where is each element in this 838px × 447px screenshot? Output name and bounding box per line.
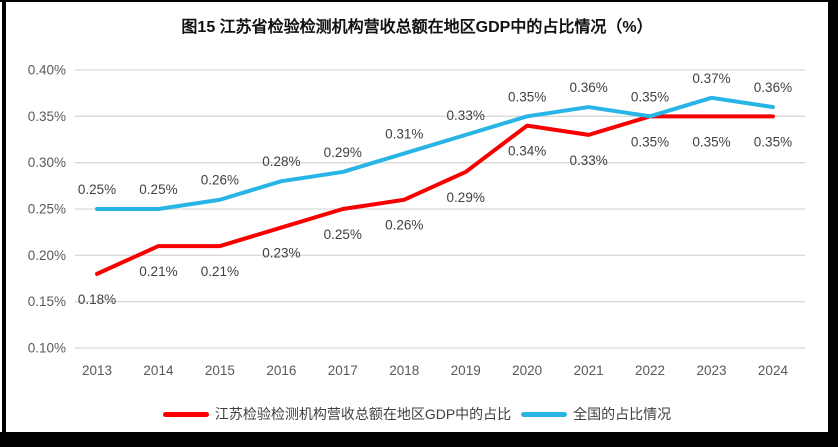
data-label-jiangsu: 0.21% bbox=[201, 264, 239, 279]
data-label-jiangsu: 0.21% bbox=[139, 264, 177, 279]
data-label-national: 0.36% bbox=[754, 80, 792, 95]
x-tick-label: 2022 bbox=[635, 363, 665, 378]
data-label-national: 0.25% bbox=[78, 182, 116, 197]
data-label-national: 0.33% bbox=[447, 108, 485, 123]
x-tick-label: 2016 bbox=[266, 363, 296, 378]
x-tick-label: 2015 bbox=[205, 363, 235, 378]
data-label-jiangsu: 0.35% bbox=[631, 134, 669, 149]
y-tick-label: 0.15% bbox=[28, 294, 66, 309]
y-tick-label: 0.40% bbox=[28, 63, 66, 78]
legend-swatch-national bbox=[521, 411, 568, 417]
data-label-national: 0.29% bbox=[324, 145, 362, 160]
legend-label-national: 全国的占比情况 bbox=[573, 406, 672, 422]
legend-item-national: 全国的占比情况 bbox=[521, 404, 671, 424]
data-label-jiangsu: 0.33% bbox=[569, 153, 607, 168]
data-label-jiangsu: 0.23% bbox=[262, 246, 300, 261]
data-label-national: 0.36% bbox=[569, 80, 607, 95]
series-line-jiangsu bbox=[95, 114, 775, 276]
frame-border-top bbox=[0, 0, 838, 2]
x-tick-label: 2017 bbox=[328, 363, 358, 378]
data-label-jiangsu: 0.18% bbox=[78, 292, 116, 307]
x-tick-label: 2013 bbox=[82, 363, 112, 378]
chart-title: 图15 江苏省检验检测机构营收总额在地区GDP中的占比情况（%） bbox=[181, 19, 653, 36]
data-label-national: 0.28% bbox=[262, 154, 300, 169]
chart-legend: 江苏检验检测机构营收总额在地区GDP中的占比 全国的占比情况 bbox=[6, 404, 828, 424]
data-label-national: 0.26% bbox=[201, 173, 239, 188]
y-tick-label: 0.35% bbox=[28, 109, 66, 124]
data-label-national: 0.35% bbox=[508, 89, 546, 104]
frame-border-left bbox=[2, 0, 6, 447]
frame-border-bottom bbox=[0, 432, 838, 447]
x-tick-label: 2020 bbox=[512, 363, 542, 378]
x-tick-label: 2023 bbox=[696, 363, 726, 378]
x-tick-label: 2024 bbox=[758, 363, 789, 378]
data-label-jiangsu: 0.35% bbox=[754, 134, 792, 149]
data-label-national: 0.31% bbox=[385, 126, 423, 141]
frame-border-right bbox=[828, 0, 838, 447]
y-tick-label: 0.30% bbox=[28, 155, 66, 170]
data-label-national: 0.35% bbox=[631, 89, 669, 104]
y-tick-label: 0.20% bbox=[28, 248, 66, 263]
x-tick-label: 2019 bbox=[451, 363, 481, 378]
data-label-jiangsu: 0.34% bbox=[508, 144, 546, 159]
x-tick-label: 2021 bbox=[574, 363, 604, 378]
x-tick-label: 2018 bbox=[389, 363, 419, 378]
series-line-national bbox=[95, 95, 775, 211]
data-label-jiangsu: 0.35% bbox=[692, 134, 730, 149]
y-tick-label: 0.25% bbox=[28, 202, 66, 217]
x-tick-label: 2014 bbox=[143, 363, 174, 378]
legend-swatch-jiangsu bbox=[162, 411, 209, 417]
data-label-jiangsu: 0.25% bbox=[324, 227, 362, 242]
data-label-jiangsu: 0.26% bbox=[385, 218, 423, 233]
data-label-national: 0.25% bbox=[139, 182, 177, 197]
legend-item-jiangsu: 江苏检验检测机构营收总额在地区GDP中的占比 bbox=[162, 404, 512, 424]
y-tick-label: 0.10% bbox=[28, 341, 66, 356]
legend-label-jiangsu: 江苏检验检测机构营收总额在地区GDP中的占比 bbox=[214, 406, 512, 422]
data-label-national: 0.37% bbox=[692, 71, 730, 86]
data-label-jiangsu: 0.29% bbox=[447, 190, 485, 205]
